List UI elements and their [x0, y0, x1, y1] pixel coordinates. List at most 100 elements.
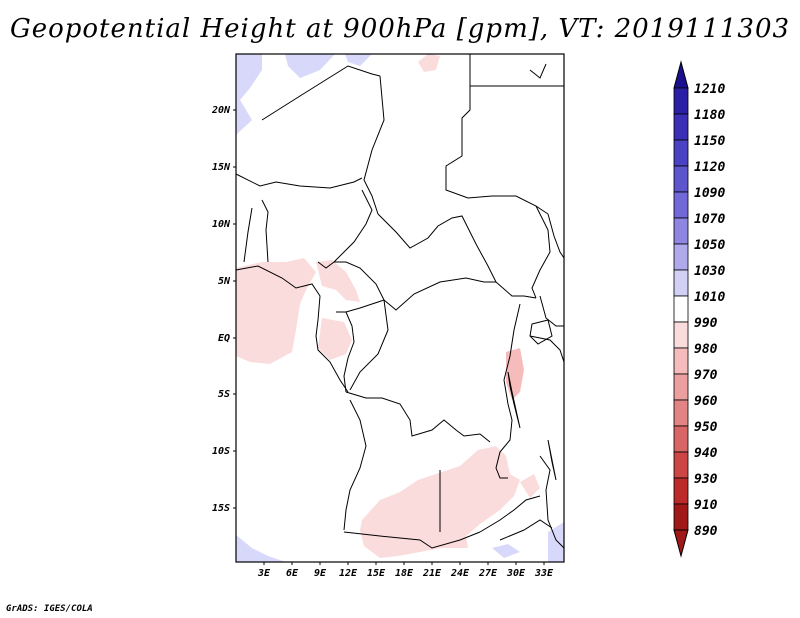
border-ssudan-east: [531, 205, 551, 299]
border-zimbabwe: [499, 519, 553, 541]
longitude-axis: 3E 6E 9E 12E 15E 18E 21E 24E 27E 30E 33E: [257, 568, 554, 579]
lake-victoria: [529, 319, 553, 345]
lon-label: 3E: [257, 568, 271, 579]
lake-tanganyika: [507, 371, 521, 429]
lon-label: 21E: [422, 568, 442, 579]
shade-blue-n: [285, 54, 335, 78]
colorbar-label: 1180: [694, 108, 725, 123]
colorbar-segment: [673, 191, 689, 219]
colorbar-segment: [673, 139, 689, 167]
shade-blue-se2: [548, 522, 564, 562]
colorbar-segment: [673, 269, 689, 297]
colorbar-label: 910: [694, 498, 718, 513]
coast-west: [235, 265, 349, 393]
lat-label: 20N: [211, 105, 231, 116]
border-namibia: [343, 531, 481, 549]
border-car-south: [383, 277, 537, 311]
border-uganda-kenya: [539, 295, 564, 327]
colorbar-segment: [673, 503, 689, 531]
border-congo-drc: [349, 299, 389, 391]
colorbar-segment: [673, 295, 689, 323]
lat-label: 15S: [212, 503, 230, 514]
shade-blue-n2: [345, 54, 372, 66]
border-east: [547, 213, 565, 259]
border-benin: [261, 199, 269, 263]
lon-label: 30E: [506, 568, 526, 579]
shade-pink-gabon: [318, 318, 352, 360]
colorbar-label: 950: [694, 420, 718, 435]
border-libya-chad: [261, 65, 381, 121]
lat-label: 10N: [212, 219, 231, 230]
border-angola-south: [343, 399, 367, 531]
lat-label: 5N: [218, 276, 231, 287]
colorbar-label: 1090: [694, 186, 725, 201]
border-congo: [343, 311, 355, 393]
shade-pink-west: [236, 258, 316, 364]
lon-label: 24E: [450, 568, 470, 579]
colorbar-segment: [673, 399, 689, 427]
colorbar-arrow-bottom: [673, 529, 689, 558]
border-drc-east: [495, 303, 521, 479]
colorbar-segment: [673, 87, 689, 115]
shade-pink-ne: [418, 54, 440, 72]
border-zambia-east: [479, 495, 541, 533]
colorbar-label: 970: [694, 368, 718, 383]
shade-pink-southeast: [520, 474, 540, 498]
lon-label: 9E: [314, 568, 327, 579]
colorbar-label: 1050: [694, 238, 725, 253]
border-tanzania: [529, 335, 565, 363]
shade-blue-sw: [236, 535, 286, 562]
colorbar-label: 1070: [694, 212, 725, 227]
colorbar-label: 1120: [694, 160, 725, 175]
shade-blue-se: [492, 544, 520, 558]
colorbar-label: 990: [694, 316, 718, 331]
map-title: Geopotential Height at 900hPa [gpm], VT:…: [9, 14, 791, 44]
colorbar-label: 960: [694, 394, 718, 409]
colorbar-label: 1030: [694, 264, 725, 279]
colorbar: 1210 1180 1150 1120 1090 1070 1050 1030 1010 990 9…: [673, 60, 725, 558]
border-nigeria-east: [317, 189, 373, 269]
lat-label: EQ: [218, 333, 230, 344]
lake-malawi: [547, 439, 557, 481]
latitude-ticks: [233, 109, 236, 509]
colorbar-segment: [673, 321, 689, 349]
lat-label: 5S: [218, 389, 230, 400]
colorbar-label: 1210: [694, 82, 725, 97]
lat-label: 15N: [212, 162, 231, 173]
grads-credit: GrADS: IGES/COLA: [6, 604, 93, 614]
border-niger-nigeria: [235, 173, 363, 189]
colorbar-label: 1150: [694, 134, 725, 149]
lon-label: 18E: [395, 568, 414, 579]
colorbar-label: 1010: [694, 290, 725, 305]
shade-blue-nw: [236, 54, 262, 135]
colorbar-label: 980: [694, 342, 718, 357]
longitude-ticks: [263, 562, 545, 565]
colorbar-segment: [673, 217, 689, 245]
colorbar-segment: [673, 425, 689, 453]
lon-label: 33E: [534, 568, 554, 579]
colorbar-segment: [673, 347, 689, 375]
border-togo: [243, 207, 253, 263]
lon-label: 27E: [478, 568, 498, 579]
border-egypt-sudan: [445, 54, 549, 215]
shade-pink-coast: [316, 260, 360, 302]
colorbar-label: 940: [694, 446, 718, 461]
colorbar-label: 890: [694, 524, 718, 539]
colorbar-label: 930: [694, 472, 718, 487]
colorbar-arrow-top: [673, 60, 689, 89]
lon-label: 15E: [367, 568, 386, 579]
border-car-north: [377, 213, 497, 283]
colorbar-segment: [673, 451, 689, 479]
lon-label: 12E: [339, 568, 358, 579]
lon-label: 6E: [286, 568, 299, 579]
border-niger-chad: [363, 75, 385, 215]
border-mozambique: [539, 455, 565, 549]
colorbar-segment: [673, 165, 689, 193]
colorbar-segment: [673, 373, 689, 401]
latitude-axis: 20N 15N 10N 5N EQ 5S 10S 15S: [211, 105, 231, 514]
colorbar-segment: [673, 243, 689, 271]
coast-redsea: [529, 63, 547, 79]
map-area: [235, 53, 565, 563]
lat-label: 10S: [212, 446, 230, 457]
